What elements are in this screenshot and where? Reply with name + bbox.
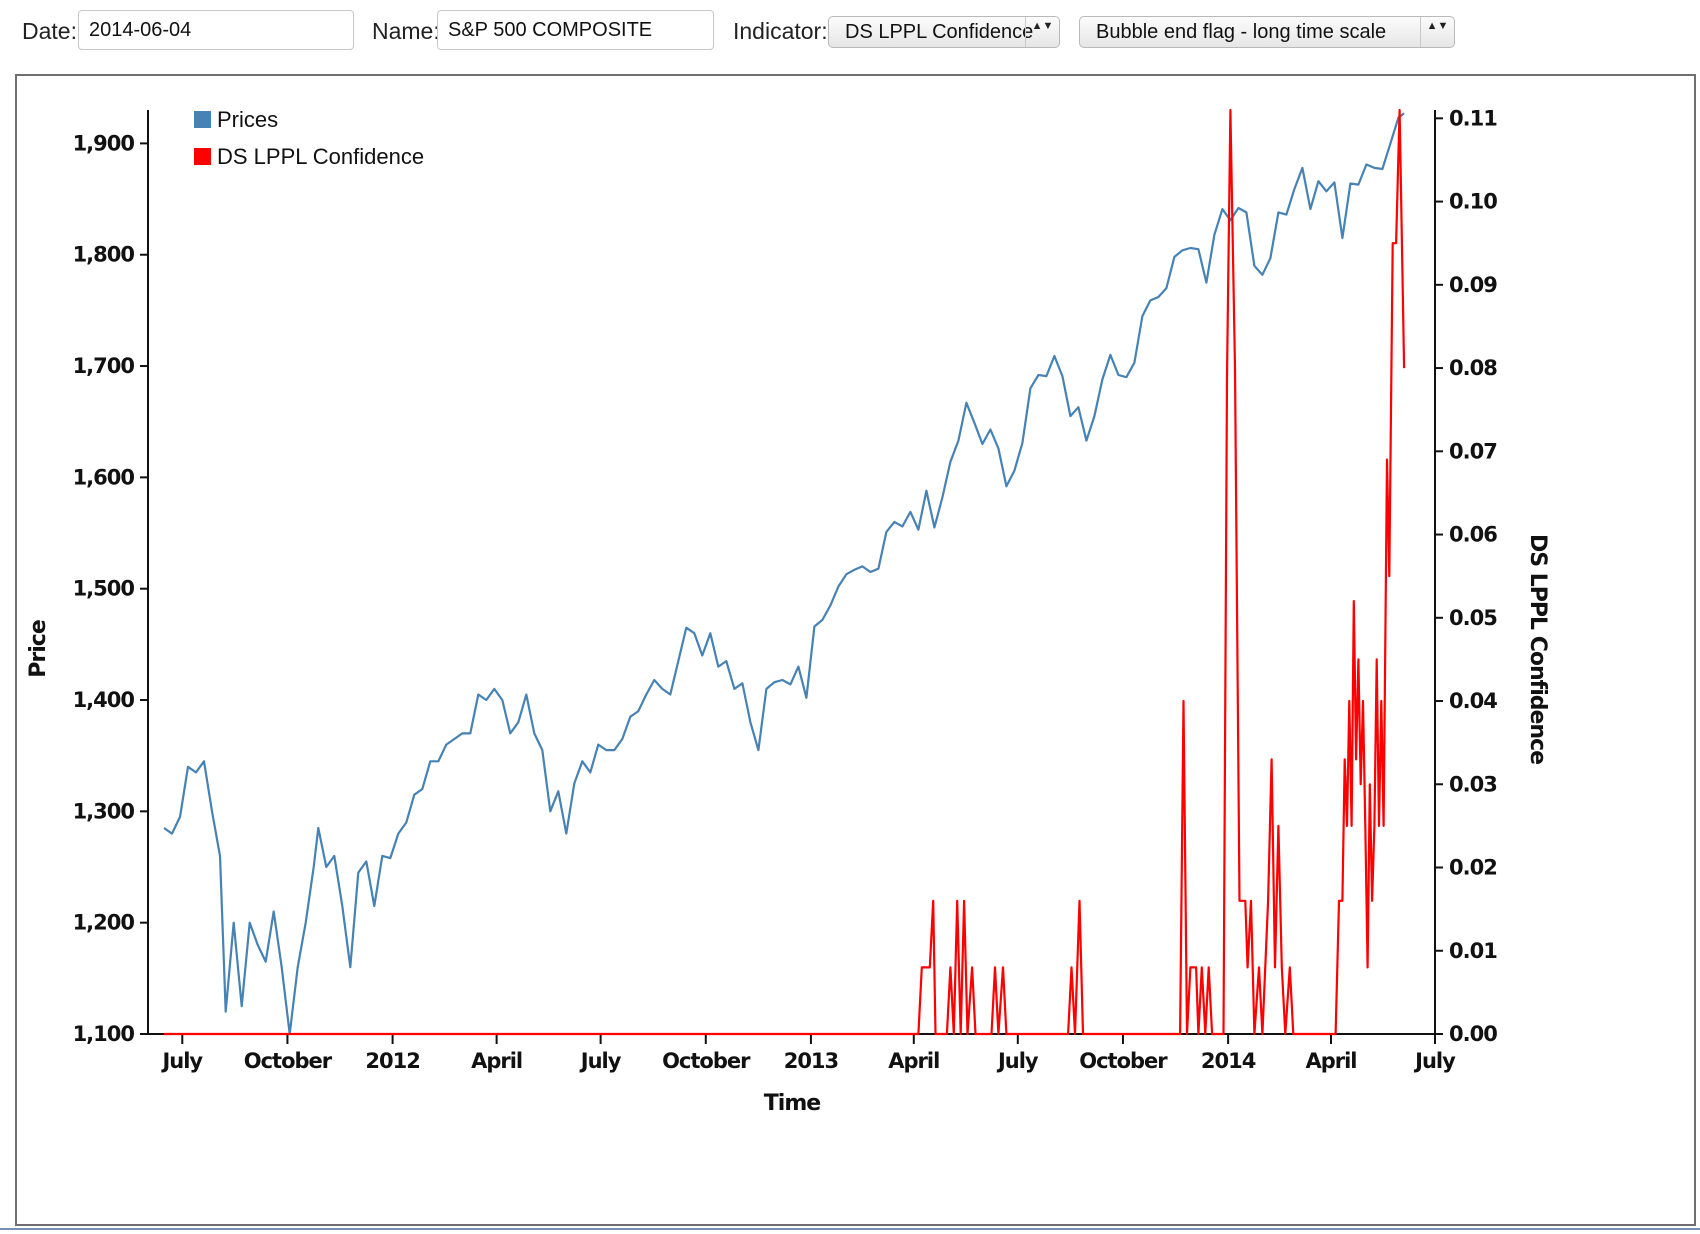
y-tick-label: 1,600 [73,465,135,489]
y2-tick-label: 0.03 [1449,772,1497,796]
y2-tick-label: 0.02 [1449,856,1497,880]
plot-area [163,108,1406,1036]
y-tick-label: 1,700 [73,354,135,378]
legend-swatch-prices [194,111,211,128]
indicator-select-value: DS LPPL Confidence [845,21,1034,43]
confidence-line [164,108,1406,1036]
name-label: Name: [372,18,440,44]
y-tick-label: 1,300 [73,799,135,823]
x-axis-title: Time [764,1091,820,1116]
toolbar: Date: 2014-06-04 Name: S&P 500 COMPOSITE… [0,0,1700,66]
y2-tick-label: 0.11 [1449,106,1497,130]
confidence-series [164,108,1406,1036]
date-field[interactable]: 2014-06-04 [78,10,354,50]
legend: Prices DS LPPL Confidence [194,107,424,169]
y2-tick-label: 0.04 [1449,689,1497,713]
window-bottom-edge [0,1228,1700,1230]
y-axis-title: Price [26,620,51,678]
y2-tick-label: 0.08 [1449,356,1497,380]
y-tick-label: 1,200 [73,911,135,935]
y-tick-label: 1,900 [73,131,135,155]
legend-swatch-confidence [194,148,211,165]
x-tick-label: July [160,1049,203,1073]
chart-frame: Prices DS LPPL Confidence Price DS LPPL … [15,74,1696,1226]
y2-tick-label: 0.01 [1449,939,1497,963]
indicator-label: Indicator: [733,18,828,44]
date-label: Date: [22,18,77,44]
legend-label-prices: Prices [217,107,278,132]
name-field[interactable]: S&P 500 COMPOSITE [437,10,714,50]
dual-axis-line-chart: Prices DS LPPL Confidence Price DS LPPL … [26,106,1550,1116]
x-tick-label: April [471,1049,522,1073]
x-tick-label: July [579,1049,622,1073]
prices-line [163,112,1405,1036]
x-tick-label: October [662,1049,751,1073]
y2-tick-label: 0.05 [1449,606,1497,630]
y-tick-label: 1,500 [73,577,135,601]
prices-series [163,112,1405,1036]
x-tick-label: July [996,1049,1039,1073]
scale-select-value: Bubble end flag - long time scale [1096,21,1387,43]
x-tick-label: April [888,1049,939,1073]
y-tick-label: 1,400 [73,688,135,712]
legend-label-confidence: DS LPPL Confidence [217,144,424,169]
x-tick-label: October [1079,1049,1168,1073]
select-arrows-icon: ▲▼ [1025,17,1059,47]
y2-tick-label: 0.00 [1449,1022,1497,1046]
y2-tick-label: 0.09 [1449,273,1497,297]
select-arrows-icon: ▲▼ [1420,17,1454,47]
x-tick-label: July [1413,1049,1456,1073]
x-tick-label: 2013 [784,1049,838,1073]
y2-axis-title: DS LPPL Confidence [1525,534,1550,764]
x-tick-label: October [244,1049,333,1073]
x-tick-label: 2014 [1201,1049,1256,1073]
y2-tick-label: 0.10 [1449,190,1497,214]
x-tick-label: 2012 [365,1049,419,1073]
y-tick-label: 1,100 [73,1022,135,1046]
y2-tick-label: 0.06 [1449,523,1497,547]
y2-tick-label: 0.07 [1449,439,1497,463]
scale-select[interactable]: Bubble end flag - long time scale ▲▼ [1079,16,1455,48]
indicator-select[interactable]: DS LPPL Confidence ▲▼ [828,16,1060,48]
x-tick-label: April [1305,1049,1356,1073]
axes: 1,100 1,200 1,300 1,400 1,500 1,600 1,700 1,800… [73,106,1499,1073]
y-tick-label: 1,800 [73,243,135,267]
